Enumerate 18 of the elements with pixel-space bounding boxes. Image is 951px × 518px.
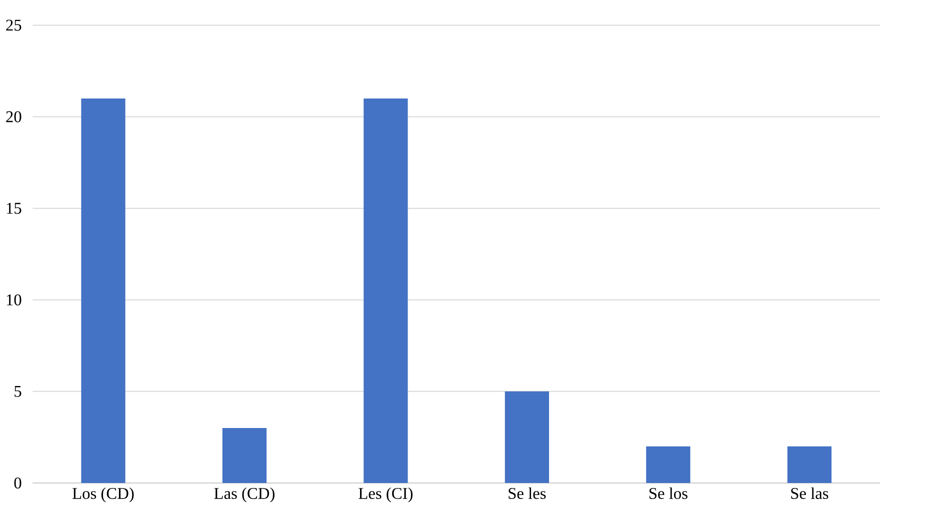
x-tick-label: Se les	[508, 487, 546, 499]
y-tick-label: 25	[6, 20, 22, 31]
x-tick-label: Les (CI)	[358, 487, 413, 502]
x-tick-label: Se las	[791, 487, 828, 499]
y-tick-label: 15	[6, 202, 22, 214]
x-tick-label: Los (CD)	[72, 487, 134, 502]
x-tick-label: Las (CD)	[214, 487, 274, 502]
y-tick-label: 0	[14, 477, 22, 488]
bar	[646, 446, 690, 483]
bar	[222, 428, 267, 483]
bar	[504, 391, 550, 483]
bar	[81, 98, 126, 483]
bar	[364, 98, 408, 483]
bar	[787, 446, 832, 483]
y-tick-label: 5	[14, 386, 22, 397]
y-tick-label: 10	[6, 294, 22, 306]
x-tick-label: Se los	[649, 487, 688, 499]
y-tick-label: 20	[6, 111, 22, 122]
